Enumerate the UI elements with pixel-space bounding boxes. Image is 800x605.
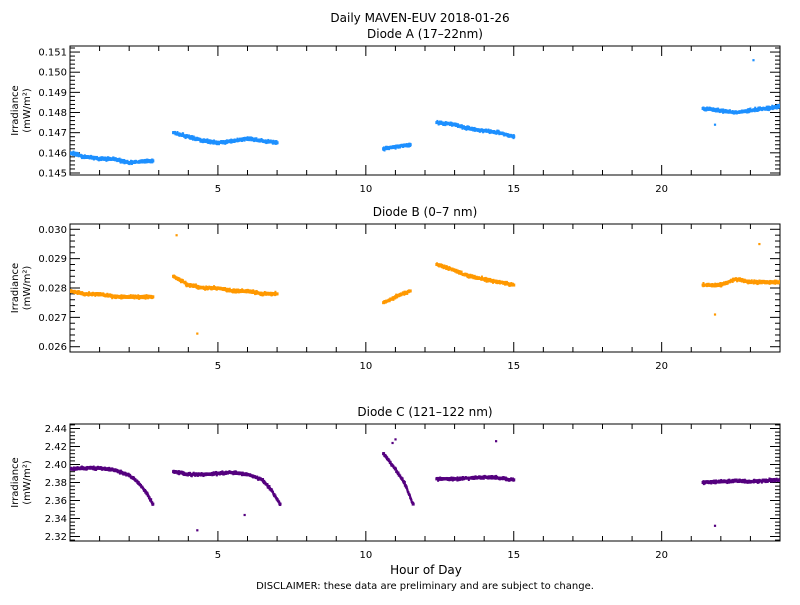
y-axis-label: Irradiance: [10, 457, 21, 507]
outlier-point: [758, 243, 760, 245]
y-tick-label: 0.026: [38, 342, 67, 353]
data-point: [409, 145, 411, 147]
y-axis-label: (mW/m²): [22, 266, 33, 311]
y-axis-label: (mW/m²): [22, 88, 33, 133]
data-point: [149, 496, 151, 498]
outlier-point: [196, 333, 198, 335]
data-point: [702, 282, 704, 284]
data-point: [513, 284, 515, 286]
panel-title: Diode B (0–7 nm): [373, 205, 478, 219]
data-point: [276, 142, 278, 144]
data-point: [152, 159, 154, 161]
outlier-point: [714, 124, 716, 126]
plot-frame: [70, 46, 780, 175]
data-point: [150, 498, 152, 500]
y-tick-label: 0.151: [38, 48, 67, 59]
y-tick-label: 0.030: [38, 225, 67, 236]
panel-3: Diode C (121–122 nm) 5 10 15 20 2.32 2.34 2.36 2…: [10, 405, 782, 561]
x-tick-label: 5: [215, 550, 221, 561]
x-tick-label: 20: [655, 361, 668, 372]
y-tick-label: 0.146: [38, 148, 67, 159]
y-tick-label: 2.40: [45, 460, 67, 471]
data-points: [69, 438, 782, 531]
x-tick-label: 15: [507, 184, 520, 195]
data-point: [152, 296, 154, 298]
y-tick-label: 2.34: [45, 514, 67, 525]
outlier-point: [752, 59, 754, 61]
x-tick-label: 20: [655, 184, 668, 195]
y-tick-label: 2.44: [45, 424, 67, 435]
x-tick-label: 5: [215, 184, 221, 195]
data-point: [152, 503, 154, 505]
y-tick-label: 0.029: [38, 254, 67, 265]
panel-title: Diode C (121–122 nm): [357, 405, 492, 419]
plot-frame: [70, 424, 780, 541]
y-tick-label: 0.145: [38, 168, 67, 179]
data-points: [69, 59, 782, 165]
data-point: [779, 106, 781, 108]
data-point: [779, 280, 781, 282]
y-tick-label: 0.027: [38, 313, 67, 324]
x-tick-label: 10: [359, 550, 372, 561]
y-tick-label: 0.028: [38, 284, 67, 295]
outlier-point: [714, 313, 716, 315]
y-tick-label: 0.150: [38, 68, 67, 79]
y-tick-label: 0.149: [38, 88, 67, 99]
x-tick-label: 15: [507, 550, 520, 561]
data-point: [151, 501, 153, 503]
y-tick-label: 2.38: [45, 478, 67, 489]
y-tick-label: 2.42: [45, 442, 67, 453]
x-tick-label: 15: [507, 361, 520, 372]
data-point: [513, 134, 515, 136]
y-tick-label: 2.32: [45, 532, 67, 543]
x-tick-label: 10: [359, 184, 372, 195]
data-points: [69, 234, 782, 335]
y-tick-label: 2.36: [45, 496, 67, 507]
plot-frame: [70, 224, 780, 352]
y-axis-label: (mW/m²): [22, 460, 33, 505]
panel-2: Diode B (0–7 nm) 5 10 15 20 0.026 0.027 0.028 0.…: [10, 205, 782, 372]
data-point: [461, 271, 463, 273]
data-point: [276, 292, 278, 294]
x-tick-label: 20: [655, 550, 668, 561]
figure-title: Daily MAVEN-EUV 2018-01-26: [330, 11, 509, 25]
panel-title: Diode A (17–22nm): [367, 27, 483, 41]
y-axis-label: Irradiance: [10, 263, 21, 313]
data-point: [409, 143, 411, 145]
y-tick-label: 0.148: [38, 108, 67, 119]
x-tick-label: 5: [215, 361, 221, 372]
x-tick-label: 10: [359, 361, 372, 372]
data-point: [513, 137, 515, 139]
panel-1: Diode A (17–22nm) 5 10 15 20 0.145 0.146 0.147 0…: [10, 27, 782, 195]
outlier-point: [176, 234, 178, 236]
y-tick-label: 0.147: [38, 128, 67, 139]
y-axis-label: Irradiance: [10, 85, 21, 135]
data-point: [409, 290, 411, 292]
